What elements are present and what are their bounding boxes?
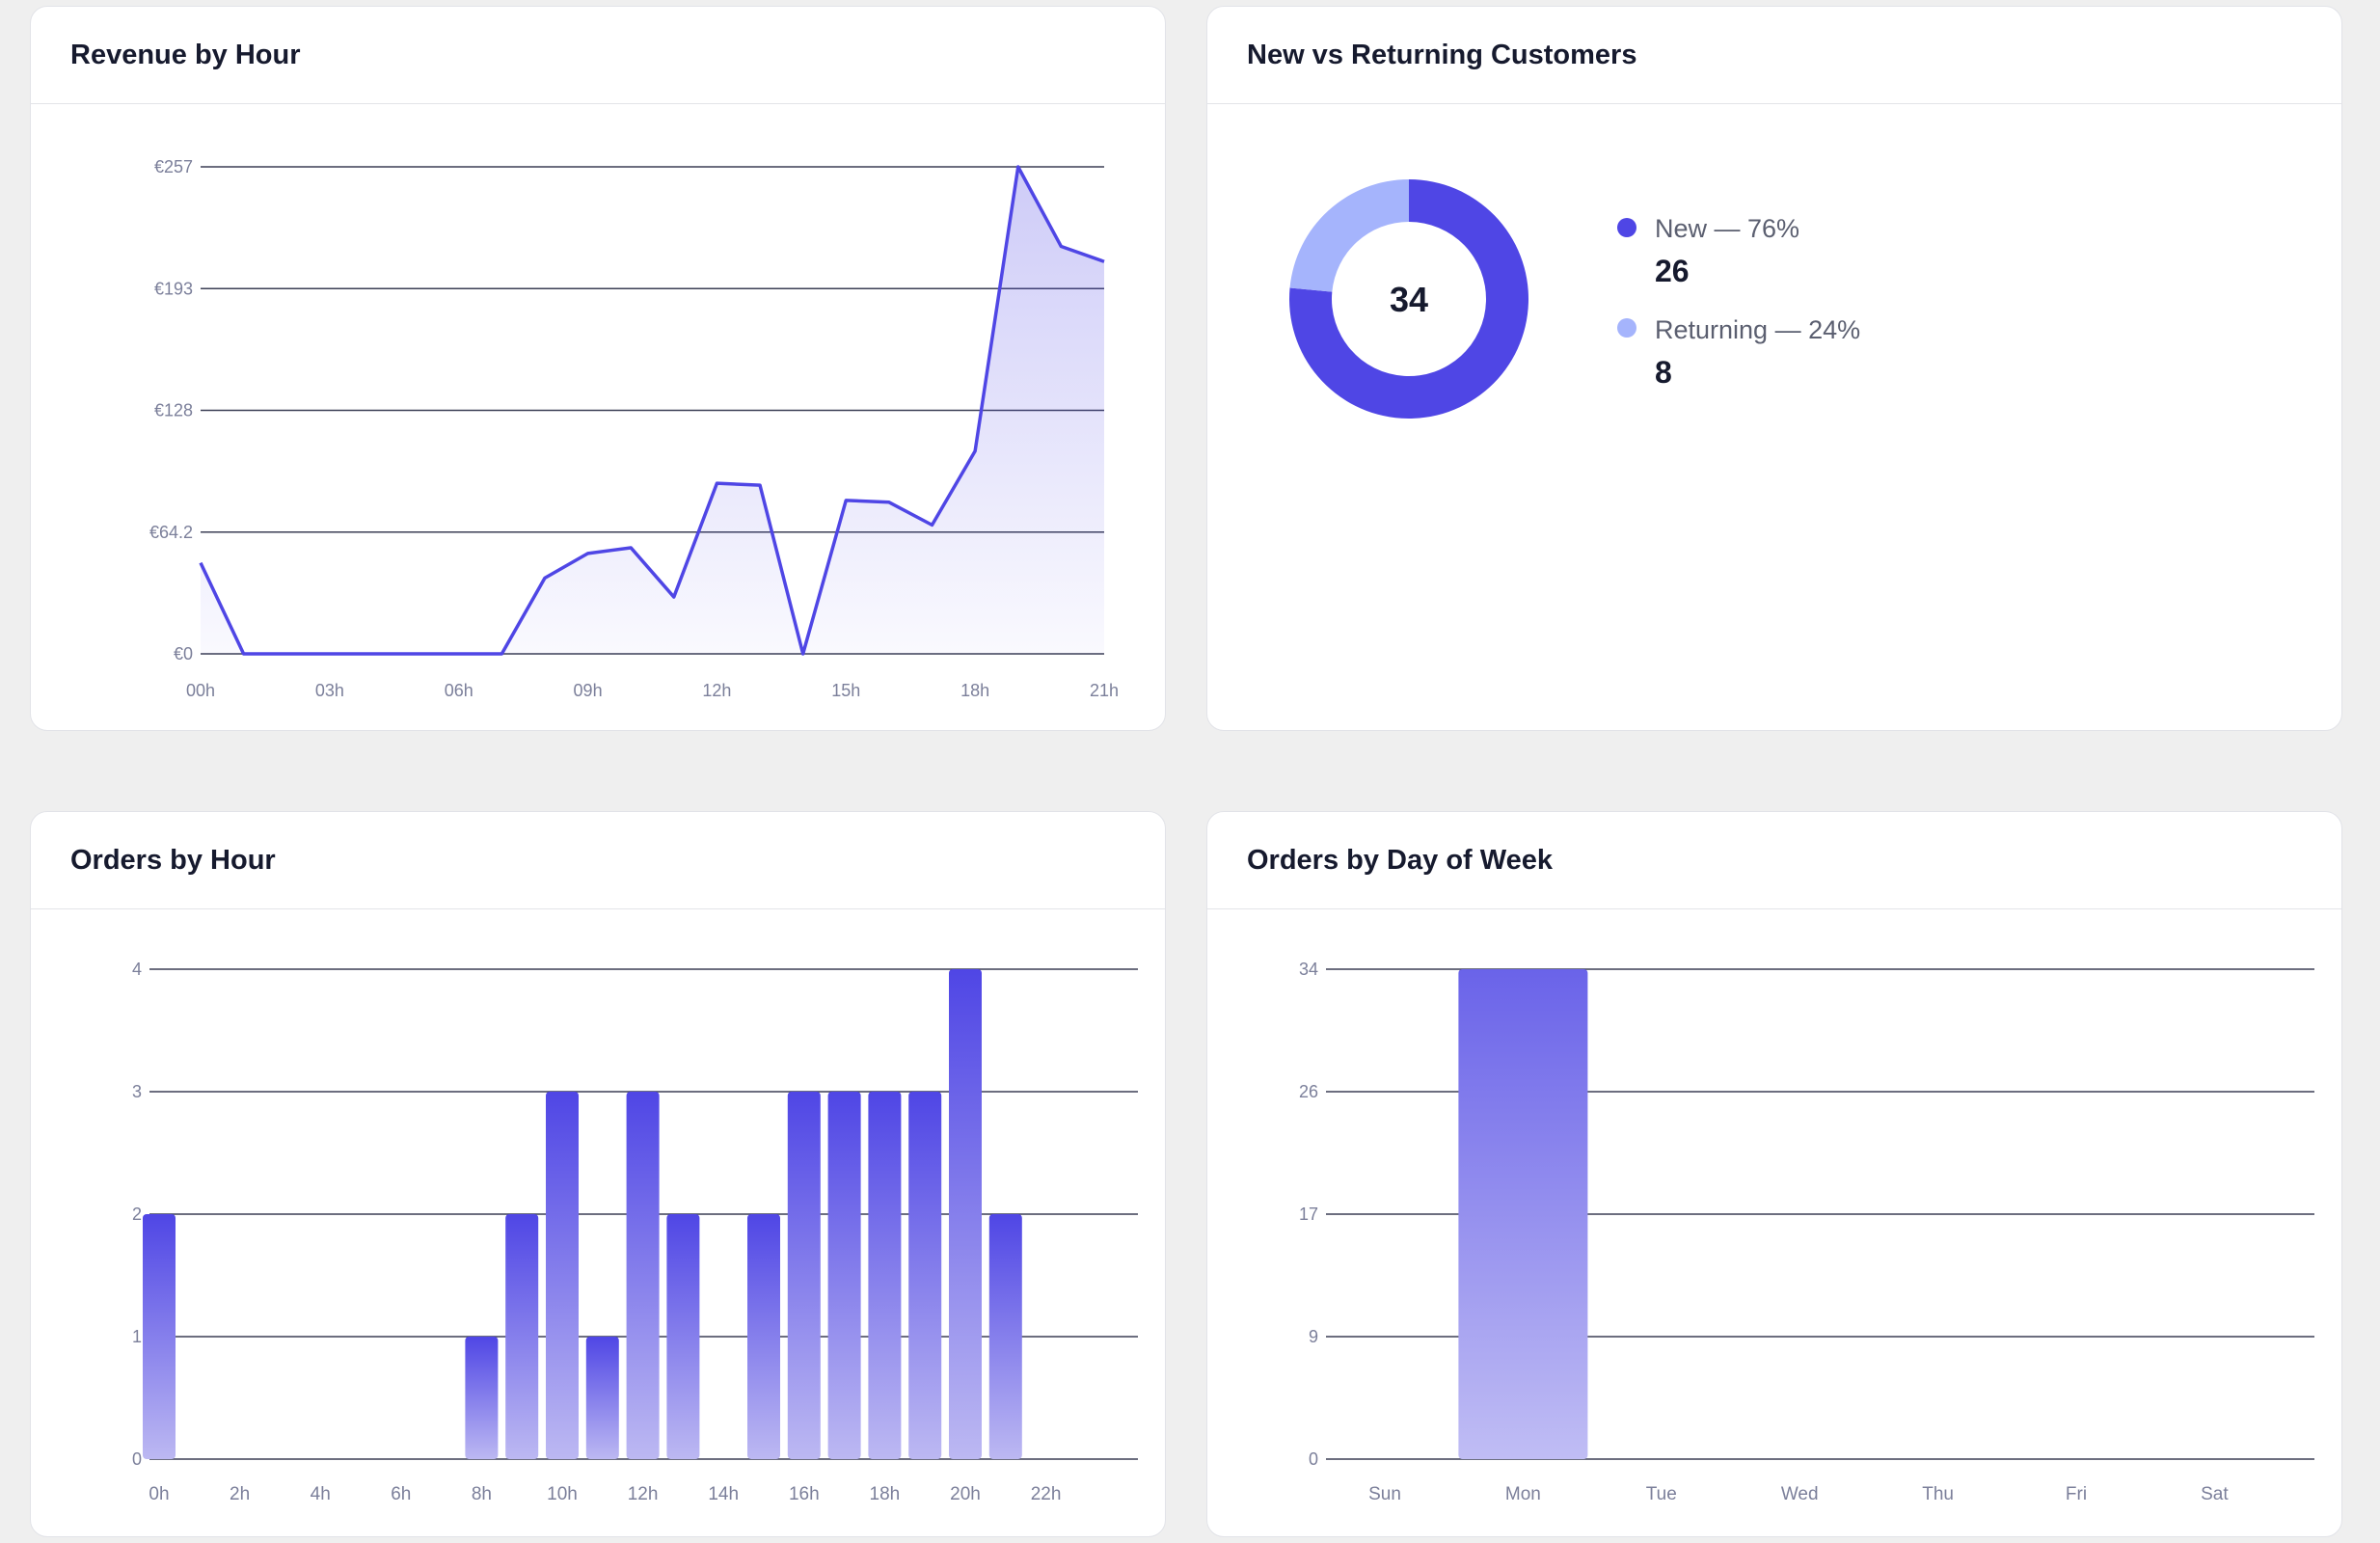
revenue-card-header: Revenue by Hour bbox=[31, 7, 1165, 104]
x-tick-label: Tue bbox=[1646, 1484, 1677, 1504]
y-tick-label: 0 bbox=[1309, 1449, 1318, 1469]
y-tick-label: €64.2 bbox=[149, 523, 193, 542]
orders-hour-card: Orders by Hour 4 3 2 1 0 0h 2h 4h 6h 8h 10h 12h 14h 1… bbox=[30, 811, 1166, 1537]
customers-card-title: New vs Returning Customers bbox=[1247, 39, 1637, 70]
y-tick-label: 34 bbox=[1299, 960, 1318, 979]
x-tick-label: 06h bbox=[445, 681, 473, 700]
x-tick-label: Wed bbox=[1781, 1484, 1819, 1504]
x-tick-label: 18h bbox=[870, 1484, 901, 1504]
x-tick-label: Thu bbox=[1922, 1484, 1954, 1504]
orders-hour-bar bbox=[949, 969, 982, 1459]
donut-center-total: 34 bbox=[1390, 280, 1428, 319]
donut-slice-returning bbox=[1289, 179, 1409, 292]
y-tick-label: 1 bbox=[132, 1327, 142, 1346]
x-tick-label: 0h bbox=[149, 1484, 169, 1504]
y-tick-label: 2 bbox=[132, 1205, 142, 1224]
x-tick-label: 00h bbox=[186, 681, 215, 700]
orders-hour-bar bbox=[908, 1092, 942, 1459]
y-tick-label: €128 bbox=[154, 401, 193, 420]
orders-hour-bar bbox=[666, 1214, 700, 1459]
orders-hour-bar bbox=[505, 1214, 539, 1459]
x-tick-label: Fri bbox=[2066, 1484, 2087, 1504]
x-tick-label: Sun bbox=[1368, 1484, 1401, 1504]
orders-hour-bar-chart: 4 3 2 1 0 0h 2h 4h 6h 8h 10h 12h 14h 16h 18h 20h 22h bbox=[132, 960, 1138, 1504]
x-tick-label: Mon bbox=[1505, 1484, 1541, 1504]
y-tick-label: 4 bbox=[132, 960, 142, 979]
y-tick-label: €193 bbox=[154, 279, 193, 298]
y-tick-label: 0 bbox=[132, 1449, 142, 1469]
customers-donut-chart: 34 bbox=[1289, 179, 1528, 419]
orders-dow-card: Orders by Day of Week 34 26 17 9 0 Sun Mon Tue W… bbox=[1206, 811, 2342, 1537]
x-tick-label: 6h bbox=[391, 1484, 411, 1504]
orders-hour-card-header: Orders by Hour bbox=[31, 812, 1165, 909]
x-tick-label: 21h bbox=[1090, 681, 1119, 700]
legend-label-new: New — 76% bbox=[1655, 214, 1800, 243]
x-tick-label: 22h bbox=[1031, 1484, 1062, 1504]
legend-dot-returning bbox=[1617, 318, 1636, 338]
legend-label-returning: Returning — 24% bbox=[1655, 315, 1861, 344]
x-tick-label: Sat bbox=[2201, 1484, 2229, 1504]
orders-hour-bar bbox=[585, 1337, 619, 1459]
customers-card-header: New vs Returning Customers bbox=[1207, 7, 2341, 104]
x-tick-label: 4h bbox=[311, 1484, 331, 1504]
legend-count-returning: 8 bbox=[1655, 355, 1672, 390]
x-tick-label: 8h bbox=[472, 1484, 492, 1504]
revenue-line-chart: €257 €193 €128 €64.2 €0 00h 03h 06h 09h 12h 15h 18h… bbox=[149, 157, 1119, 700]
orders-dow-card-header: Orders by Day of Week bbox=[1207, 812, 2341, 909]
orders-hour-bar bbox=[787, 1092, 821, 1459]
revenue-card-title: Revenue by Hour bbox=[70, 39, 301, 70]
orders-dow-card-title: Orders by Day of Week bbox=[1247, 844, 1553, 876]
orders-dow-bar bbox=[1458, 969, 1588, 1459]
x-tick-label: 12h bbox=[702, 681, 731, 700]
y-tick-label: 9 bbox=[1309, 1327, 1318, 1346]
y-tick-label: 3 bbox=[132, 1082, 142, 1101]
x-tick-label: 14h bbox=[708, 1484, 739, 1504]
orders-dow-bar-chart: 34 26 17 9 0 Sun Mon Tue Wed Thu Fri Sat bbox=[1299, 960, 2314, 1504]
orders-hour-bar bbox=[143, 1214, 176, 1459]
x-tick-label: 2h bbox=[230, 1484, 250, 1504]
orders-hour-bar bbox=[747, 1214, 780, 1459]
x-tick-label: 12h bbox=[628, 1484, 659, 1504]
y-tick-label: 17 bbox=[1299, 1205, 1318, 1224]
legend-count-new: 26 bbox=[1655, 254, 1690, 288]
y-tick-label: €257 bbox=[154, 157, 193, 176]
donut-slice-new bbox=[1289, 179, 1528, 419]
x-tick-label: 16h bbox=[789, 1484, 820, 1504]
x-tick-label: 20h bbox=[950, 1484, 981, 1504]
orders-hour-bar bbox=[827, 1092, 861, 1459]
x-tick-label: 15h bbox=[831, 681, 860, 700]
y-tick-label: €0 bbox=[174, 644, 193, 663]
orders-hour-bar bbox=[546, 1092, 579, 1459]
x-tick-label: 03h bbox=[315, 681, 344, 700]
legend-dot-new bbox=[1617, 218, 1636, 237]
orders-hour-bar bbox=[626, 1092, 660, 1459]
revenue-area bbox=[201, 167, 1104, 654]
x-tick-label: 18h bbox=[960, 681, 989, 700]
revenue-line bbox=[199, 165, 1105, 656]
x-tick-label: 09h bbox=[574, 681, 603, 700]
customers-card: New vs Returning Customers 34 New — 76% … bbox=[1206, 6, 2342, 731]
orders-hour-bar bbox=[988, 1214, 1022, 1459]
revenue-card: Revenue by Hour €257 €193 €128 €64.2 €0 00h 03… bbox=[30, 6, 1166, 731]
orders-hour-bar bbox=[465, 1337, 499, 1459]
orders-hour-card-title: Orders by Hour bbox=[70, 844, 276, 876]
orders-hour-bar bbox=[868, 1092, 902, 1459]
x-tick-label: 10h bbox=[547, 1484, 578, 1504]
y-tick-label: 26 bbox=[1299, 1082, 1318, 1101]
